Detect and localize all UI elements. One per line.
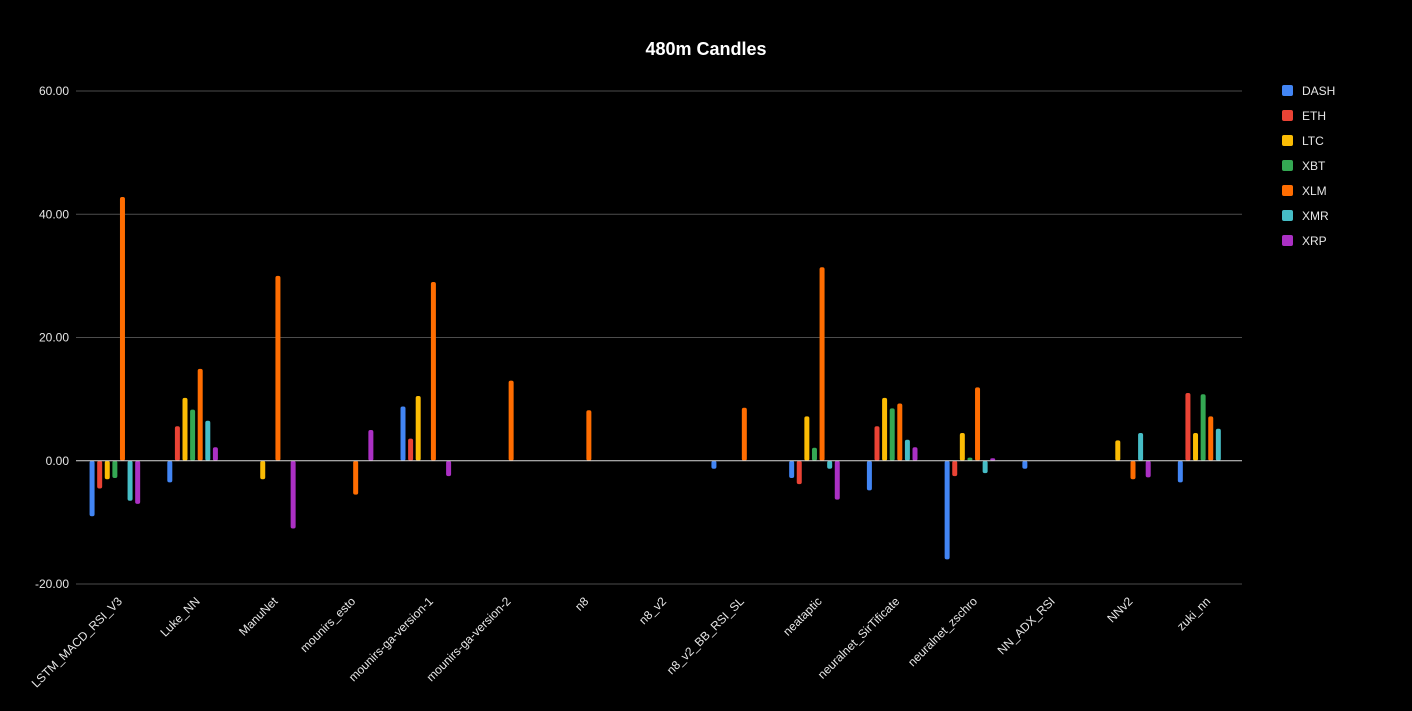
bar-xlm-14[interactable] xyxy=(1208,416,1214,461)
bar-dash-4[interactable] xyxy=(400,406,406,461)
bar-ltc-9[interactable] xyxy=(804,416,810,461)
bar-xlm-2[interactable] xyxy=(275,275,281,461)
bar-dash-9[interactable] xyxy=(789,460,795,479)
bar-eth-11[interactable] xyxy=(952,460,958,477)
legend-item-xmr[interactable]: XMR xyxy=(1282,209,1329,223)
legend-item-xrp[interactable]: XRP xyxy=(1282,234,1327,248)
bar-xlm-3[interactable] xyxy=(353,460,359,495)
y-tick-label: -20.00 xyxy=(35,577,69,591)
legend-label: LTC xyxy=(1302,134,1324,148)
bar-xlm-10[interactable] xyxy=(897,403,903,461)
y-tick-label: 60.00 xyxy=(39,84,69,98)
y-axis-ticks: -20.00 0.00 20.00 40.00 60.00 xyxy=(35,84,69,591)
legend-label: XBT xyxy=(1302,159,1326,173)
bars xyxy=(89,196,1221,560)
bar-dash-8[interactable] xyxy=(711,460,717,469)
bar-xlm-8[interactable] xyxy=(741,407,747,461)
legend-item-xlm[interactable]: XLM xyxy=(1282,184,1327,198)
bar-xbt-0[interactable] xyxy=(112,460,118,479)
legend-swatch xyxy=(1282,160,1293,171)
bar-dash-10[interactable] xyxy=(866,460,872,491)
legend-item-eth[interactable]: ETH xyxy=(1282,109,1326,123)
bar-eth-0[interactable] xyxy=(97,460,103,489)
bar-dash-1[interactable] xyxy=(167,460,173,483)
grid-lines xyxy=(76,90,1242,585)
bar-dash-14[interactable] xyxy=(1177,460,1183,483)
legend-label: XLM xyxy=(1302,184,1327,198)
bar-ltc-10[interactable] xyxy=(882,397,888,461)
bar-ltc-1[interactable] xyxy=(182,397,188,461)
legend-swatch xyxy=(1282,185,1293,196)
y-tick-label: 40.00 xyxy=(39,207,69,221)
bar-eth-10[interactable] xyxy=(874,426,880,461)
bar-ltc-11[interactable] xyxy=(959,433,965,461)
bar-xlm-5[interactable] xyxy=(508,380,514,461)
bar-xbt-9[interactable] xyxy=(811,447,817,461)
legend-item-dash[interactable]: DASH xyxy=(1282,84,1335,98)
bar-xbt-11[interactable] xyxy=(967,457,973,461)
bar-xrp-1[interactable] xyxy=(212,447,218,461)
bar-xlm-9[interactable] xyxy=(819,267,825,461)
bar-xrp-4[interactable] xyxy=(446,460,452,477)
bar-xrp-13[interactable] xyxy=(1145,460,1151,478)
bar-xlm-4[interactable] xyxy=(430,282,436,461)
y-tick-label: 20.00 xyxy=(39,331,69,345)
bar-xrp-11[interactable] xyxy=(990,458,996,461)
bar-xrp-9[interactable] xyxy=(834,460,840,500)
bar-xrp-0[interactable] xyxy=(135,460,141,504)
y-tick-label: 0.00 xyxy=(46,454,70,468)
bar-ltc-4[interactable] xyxy=(415,396,421,461)
bar-eth-1[interactable] xyxy=(174,426,180,461)
bar-ltc-13[interactable] xyxy=(1115,440,1121,461)
bar-xmr-11[interactable] xyxy=(982,460,988,474)
legend[interactable]: DASH ETH LTC XBT XLM XMR XRP xyxy=(1282,84,1335,248)
legend-label: XMR xyxy=(1302,209,1329,223)
bar-xlm-11[interactable] xyxy=(975,387,981,461)
bar-xmr-10[interactable] xyxy=(904,439,910,461)
bar-xmr-13[interactable] xyxy=(1138,433,1144,461)
bar-ltc-2[interactable] xyxy=(260,460,266,480)
bar-xmr-9[interactable] xyxy=(827,460,833,469)
legend-swatch xyxy=(1282,85,1293,96)
bar-xbt-14[interactable] xyxy=(1200,394,1206,461)
bar-xrp-3[interactable] xyxy=(368,429,374,461)
bar-eth-9[interactable] xyxy=(796,460,802,485)
bar-dash-0[interactable] xyxy=(89,460,95,517)
bar-ltc-14[interactable] xyxy=(1193,433,1199,461)
legend-swatch xyxy=(1282,110,1293,121)
bar-xmr-0[interactable] xyxy=(127,460,133,501)
bar-xlm-1[interactable] xyxy=(197,368,203,461)
bar-xrp-10[interactable] xyxy=(912,447,918,461)
legend-swatch xyxy=(1282,235,1293,246)
legend-swatch xyxy=(1282,210,1293,221)
chart-title: 480m Candles xyxy=(645,39,766,59)
legend-label: DASH xyxy=(1302,84,1335,98)
bar-dash-12[interactable] xyxy=(1022,460,1028,469)
bar-dash-11[interactable] xyxy=(944,460,950,560)
bar-eth-14[interactable] xyxy=(1185,392,1191,461)
bar-eth-4[interactable] xyxy=(408,438,414,461)
bar-xrp-2[interactable] xyxy=(290,460,296,529)
legend-swatch xyxy=(1282,135,1293,146)
bar-xlm-0[interactable] xyxy=(119,196,125,461)
bar-xbt-1[interactable] xyxy=(190,409,196,461)
legend-item-xbt[interactable]: XBT xyxy=(1282,159,1326,173)
legend-label: XRP xyxy=(1302,234,1327,248)
bar-xlm-6[interactable] xyxy=(586,410,592,461)
bar-xmr-14[interactable] xyxy=(1215,428,1221,461)
legend-item-ltc[interactable]: LTC xyxy=(1282,134,1324,148)
bar-xbt-10[interactable] xyxy=(889,408,895,461)
bar-ltc-0[interactable] xyxy=(104,460,110,480)
legend-label: ETH xyxy=(1302,109,1326,123)
bar-xlm-13[interactable] xyxy=(1130,460,1136,480)
bar-xmr-1[interactable] xyxy=(205,420,211,461)
